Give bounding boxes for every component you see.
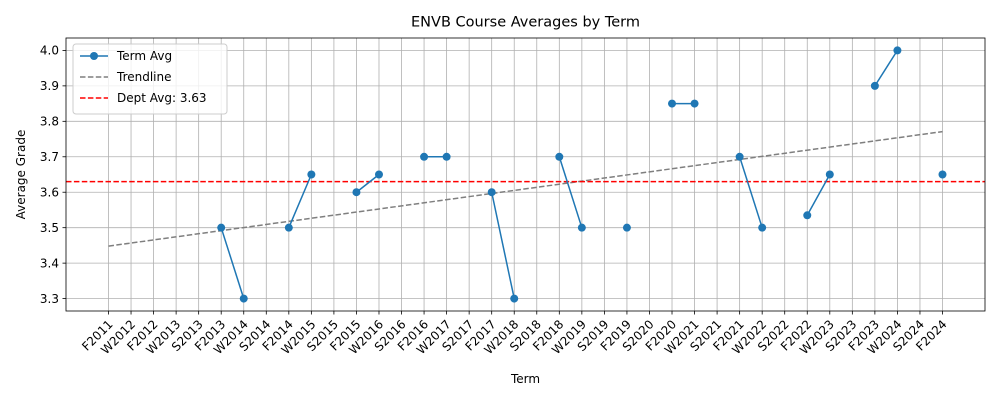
reference-lines bbox=[66, 130, 985, 247]
y-tick-label: 3.7 bbox=[40, 150, 59, 164]
series-layer bbox=[217, 46, 947, 303]
y-tick-label: 3.8 bbox=[40, 115, 59, 129]
term-avg-point bbox=[555, 152, 564, 161]
term-avg-point bbox=[487, 188, 496, 197]
trendline bbox=[108, 130, 943, 247]
term-avg-segment bbox=[355, 173, 380, 193]
term-avg-point bbox=[217, 223, 226, 232]
legend-label-term-avg: Term Avg bbox=[116, 49, 172, 63]
y-axis: 3.3 3.4 3.5 3.6 3.7 3.8 3.9 4.0 bbox=[40, 44, 66, 306]
legend-marker-term-avg bbox=[90, 52, 98, 60]
y-tick-label: 3.4 bbox=[40, 256, 59, 270]
term-avg-point bbox=[420, 152, 429, 161]
term-avg-point bbox=[577, 223, 586, 232]
term-avg-point bbox=[870, 81, 879, 90]
term-avg-point bbox=[668, 99, 677, 108]
term-avg-point bbox=[442, 152, 451, 161]
y-axis-label: Average Grade bbox=[14, 130, 28, 220]
term-avg-segment bbox=[874, 50, 899, 87]
y-tick-label: 3.6 bbox=[40, 186, 59, 200]
term-avg-segment bbox=[288, 174, 313, 228]
term-avg-segment bbox=[490, 192, 515, 299]
term-avg-segment bbox=[738, 156, 763, 228]
term-avg-point bbox=[690, 99, 699, 108]
term-avg-point bbox=[510, 294, 519, 303]
term-avg-segment bbox=[806, 174, 831, 216]
legend: Term Avg Trendline Dept Avg: 3.63 bbox=[72, 43, 228, 115]
chart-title: ENVB Course Averages by Term bbox=[411, 15, 640, 31]
term-avg-point bbox=[825, 170, 834, 179]
y-tick-label: 3.3 bbox=[40, 292, 59, 306]
term-avg-point bbox=[622, 223, 631, 232]
y-tick-label: 3.5 bbox=[40, 221, 59, 235]
term-avg-point bbox=[938, 170, 947, 179]
term-avg-segment bbox=[220, 227, 245, 299]
legend-frame bbox=[72, 43, 228, 115]
legend-label-trendline: Trendline bbox=[116, 70, 172, 84]
term-avg-point bbox=[893, 46, 902, 55]
term-avg-point bbox=[352, 188, 361, 197]
y-tick-label: 3.9 bbox=[40, 79, 59, 93]
x-axis-label: Term bbox=[510, 372, 540, 386]
legend-label-dept-avg: Dept Avg: 3.63 bbox=[117, 91, 207, 105]
plot-frame bbox=[65, 37, 986, 312]
term-avg-point bbox=[307, 170, 316, 179]
term-avg-point bbox=[803, 211, 812, 220]
term-avg-point bbox=[284, 223, 293, 232]
term-avg-segment bbox=[558, 156, 583, 228]
y-tick-label: 4.0 bbox=[40, 44, 59, 58]
term-avg-point bbox=[239, 294, 248, 303]
term-avg-point bbox=[735, 152, 744, 161]
term-avg-point bbox=[758, 223, 767, 232]
term-avg-point bbox=[374, 170, 383, 179]
